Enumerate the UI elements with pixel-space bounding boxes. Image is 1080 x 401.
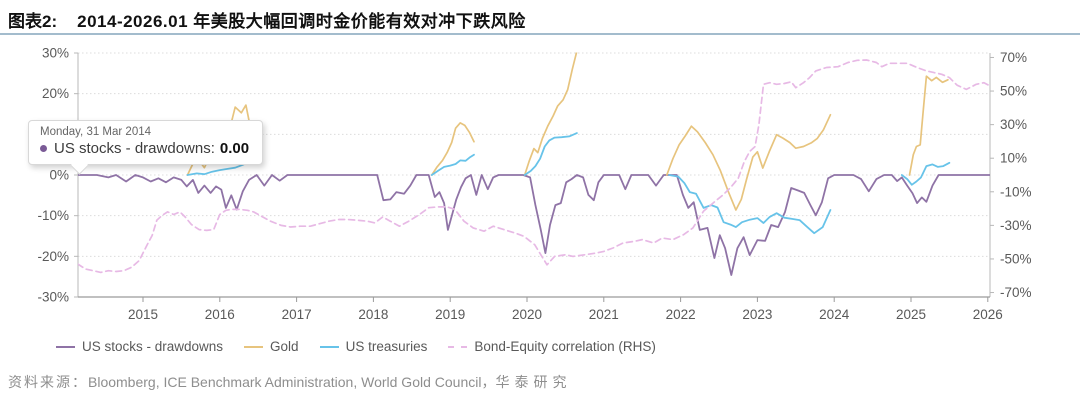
series-line-gold[interactable] [430, 122, 475, 176]
y-right-tick-label: 30% [1000, 117, 1027, 132]
chart-tooltip: Monday, 31 Mar 2014 US stocks - drawdown… [28, 120, 264, 175]
source-body: Bloomberg, ICE Benchmark Administration,… [88, 374, 496, 390]
tooltip-date: Monday, 31 Mar 2014 [40, 126, 152, 138]
series-bullet-icon [40, 145, 47, 152]
legend-label: US stocks - drawdowns [82, 339, 224, 354]
series-line-gold[interactable] [665, 113, 832, 211]
x-tick-label: 2025 [896, 307, 926, 322]
x-tick-label: 2021 [589, 307, 619, 322]
series-line-us-treasuries[interactable] [430, 153, 475, 176]
legend-marker-icon [244, 345, 264, 348]
y-left-tick-label: 0% [49, 168, 69, 183]
legend-label: Gold [270, 339, 299, 354]
series-line-bond-equity-correlation-rhs[interactable] [78, 59, 990, 274]
y-left-tick-label: -30% [37, 290, 69, 305]
legend-marker-icon [319, 345, 339, 348]
x-tick-label: 2022 [666, 307, 696, 322]
x-tick-label: 2026 [973, 307, 1003, 322]
chart-legend: US stocks - drawdowns Gold US treasuries Bo… [56, 339, 656, 354]
x-tick-label: 2020 [512, 307, 542, 322]
tooltip-value: 0.00 [219, 140, 250, 157]
header-divider [0, 33, 1080, 35]
figure-header: 图表2: 2014-2026.01 年美股大幅回调时金价能有效对冲下跌风险 [8, 7, 526, 32]
series-line-gold[interactable] [523, 51, 578, 176]
source-line: 资料来源：Bloomberg, ICE Benchmark Administra… [8, 372, 571, 392]
series-lines [78, 51, 990, 276]
legend-label: US treasuries [345, 339, 428, 354]
x-axis-labels: 2015 2016 2017 2018 2019 2020 2021 2022 2023 2024… [128, 297, 1003, 322]
x-tick-label: 2018 [358, 307, 388, 322]
y-left-tick-label: -10% [37, 208, 69, 223]
figure-title: 2014-2026.01 年美股大幅回调时金价能有效对冲下跌风险 [77, 12, 526, 31]
y-left-tick-label: 20% [42, 86, 69, 101]
legend-item-us-stocks-drawdowns[interactable]: US stocks - drawdowns [56, 339, 223, 354]
figure-number-label: 图表2: [8, 12, 58, 31]
y-right-tick-label: -30% [1000, 218, 1032, 233]
series-line-gold[interactable] [908, 75, 949, 176]
y-right-tick-label: 10% [1000, 151, 1027, 166]
legend-label: Bond-Equity correlation (RHS) [474, 339, 656, 354]
x-tick-label: 2015 [128, 307, 158, 322]
legend-marker-icon [56, 345, 75, 348]
series-line-us-treasuries[interactable] [523, 132, 578, 176]
series-line-us-treasuries[interactable] [900, 161, 951, 186]
y-right-tick-label: 70% [1000, 50, 1027, 65]
x-tick-label: 2017 [282, 307, 312, 322]
legend-item-gold[interactable]: Gold [244, 339, 299, 354]
y-axis-right-labels: 70% 50% 30% 10% -10% -30% -50% -70% [990, 50, 1032, 300]
x-tick-label: 2024 [819, 307, 850, 322]
y-left-tick-label: -20% [37, 249, 69, 264]
source-brand: 华泰研究 [495, 376, 572, 391]
y-right-tick-label: -10% [1000, 184, 1032, 199]
series-line-us-treasuries[interactable] [668, 174, 832, 235]
tooltip-series-row: US stocks - drawdowns: 0.00 [40, 140, 249, 157]
x-tick-label: 2019 [435, 307, 465, 322]
y-right-tick-label: 50% [1000, 84, 1027, 99]
x-tick-label: 2016 [205, 307, 235, 322]
legend-item-us-treasuries[interactable]: US treasuries [319, 339, 428, 354]
source-prefix: 资料来源： [8, 376, 88, 391]
chart-area[interactable]: 30%20%10%0%-10%-20%-30%70%50%30%10%-10%-… [0, 40, 1080, 330]
tooltip-series-label: US stocks - drawdowns: [54, 140, 215, 157]
series-line-us-stocks-drawdowns[interactable] [78, 174, 990, 276]
x-tick-label: 2023 [742, 307, 772, 322]
legend-item-bond-equity-correlation-rhs[interactable]: Bond-Equity correlation (RHS) [448, 339, 656, 354]
y-right-tick-label: -50% [1000, 251, 1032, 266]
y-axis-left-labels: 30%20%10%0%-10%-20%-30% [37, 46, 78, 305]
y-left-tick-label: 30% [42, 46, 69, 61]
legend-marker-icon [448, 345, 468, 348]
dual-axis-line-chart[interactable]: 30%20%10%0%-10%-20%-30%70%50%30%10%-10%-… [0, 40, 1080, 330]
y-right-tick-label: -70% [1000, 285, 1032, 300]
